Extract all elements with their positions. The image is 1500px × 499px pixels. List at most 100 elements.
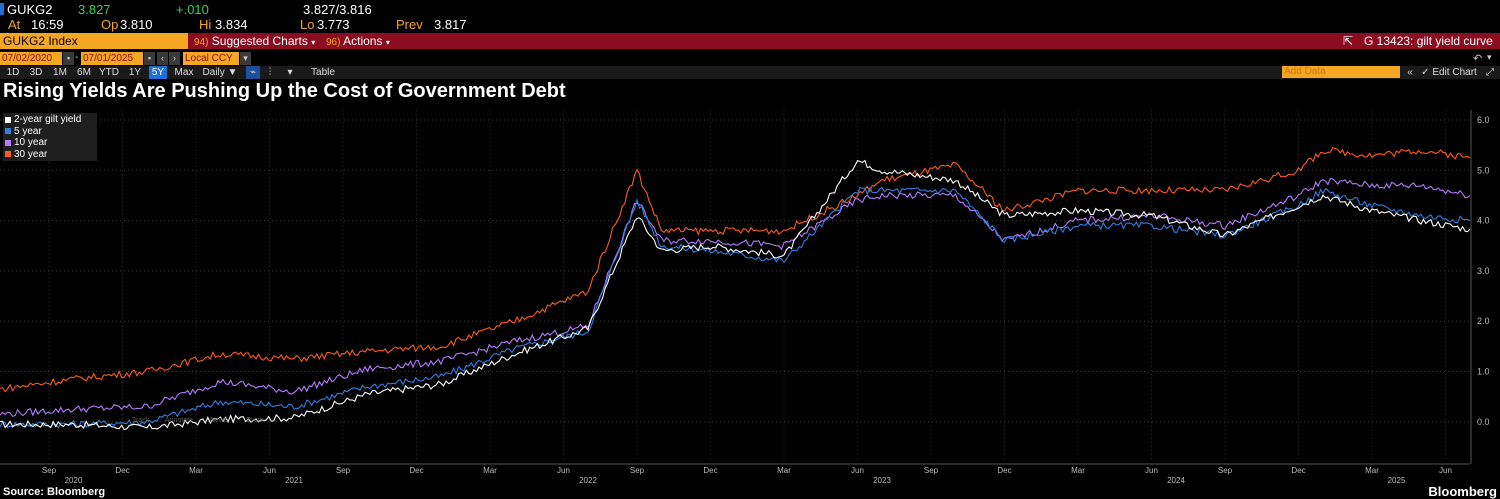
- period-ytd[interactable]: YTD: [99, 67, 119, 78]
- x-month-label: Sep: [1218, 466, 1233, 475]
- x-month-label: Dec: [1291, 466, 1305, 475]
- chart-legend: 2-year gilt yield 5 year 10 year 30 year: [3, 113, 97, 161]
- frequency-label: Daily: [202, 67, 225, 78]
- high-label: Hi: [199, 17, 212, 32]
- x-month-label: Jun: [1439, 466, 1452, 475]
- x-month-label: Mar: [777, 466, 791, 475]
- source-note: Source: Bloomberg: [3, 486, 106, 498]
- undo-icon[interactable]: ↶: [1473, 53, 1483, 65]
- y-tick-label: 6.0: [1477, 115, 1490, 125]
- legend-label: 10 year: [14, 137, 48, 148]
- x-month-label: Jun: [263, 466, 276, 475]
- chevron-down-icon[interactable]: ▾: [240, 52, 251, 65]
- line-chart-icon[interactable]: ⌁: [246, 66, 260, 79]
- chart-tool-track[interactable]: Track: [132, 417, 150, 424]
- period-1y[interactable]: 1Y: [128, 67, 142, 78]
- bar-chart-icon[interactable]: ⫶: [268, 67, 272, 78]
- x-month-label: Sep: [336, 466, 351, 475]
- x-year-label: 2022: [579, 476, 597, 485]
- period-1m[interactable]: 1M: [53, 67, 67, 78]
- ticker-last: 3.827: [78, 2, 111, 17]
- legend-item[interactable]: 2-year gilt yield: [5, 114, 95, 126]
- period-row: [0, 66, 1500, 79]
- brand-logo: Bloomberg: [1428, 484, 1497, 499]
- expand-icon[interactable]: ⤢: [1486, 67, 1494, 78]
- chart-title: Rising Yields Are Pushing Up the Cost of…: [3, 80, 566, 102]
- ticker-change: +.010: [176, 2, 209, 17]
- chart-tool-news[interactable]: News: [210, 417, 228, 424]
- chart-tool-zoom[interactable]: Zoom: [246, 417, 264, 424]
- date-separator: -: [75, 52, 79, 63]
- chart-tool-annotate[interactable]: Annotate: [165, 417, 193, 424]
- low-value: 3.773: [317, 17, 350, 32]
- legend-label: 2-year gilt yield: [14, 114, 82, 125]
- x-month-label: Mar: [1365, 466, 1379, 475]
- actions-num: 96): [326, 37, 341, 48]
- period-1d[interactable]: 1D: [6, 67, 20, 78]
- legend-swatch: [5, 128, 11, 135]
- suggested-label: Suggested Charts: [211, 34, 308, 48]
- x-year-label: 2021: [285, 476, 303, 485]
- x-year-label: 2020: [65, 476, 83, 485]
- chevron-down-icon: ▾: [311, 38, 316, 47]
- legend-item[interactable]: 10 year: [5, 137, 95, 149]
- legend-label: 5 year: [14, 125, 42, 137]
- collapse-icon[interactable]: «: [1407, 67, 1413, 78]
- add-data-input[interactable]: Add Data: [1282, 66, 1400, 78]
- open-value: 3.810: [120, 17, 153, 32]
- ticker-symbol: GUKG2: [7, 2, 53, 17]
- settings-dropdown-icon[interactable]: ▾: [1487, 52, 1492, 62]
- legend-item[interactable]: 5 year: [5, 126, 95, 138]
- x-month-label: Dec: [115, 466, 129, 475]
- edit-chart-label: Edit Chart: [1432, 67, 1477, 78]
- legend-swatch: [5, 151, 11, 158]
- x-month-label: Dec: [409, 466, 423, 475]
- period-3d[interactable]: 3D: [29, 67, 43, 78]
- low-label: Lo: [300, 17, 315, 32]
- suggested-num: 94): [194, 37, 209, 48]
- x-month-label: Jun: [557, 466, 570, 475]
- toolbar: [0, 33, 1500, 49]
- prev-range-icon[interactable]: ‹: [157, 52, 168, 65]
- chevron-down-icon: ▾: [385, 38, 390, 47]
- table-button[interactable]: Table: [311, 67, 335, 78]
- x-month-label: Jun: [1145, 466, 1158, 475]
- frequency-select[interactable]: Daily ▼: [202, 67, 238, 78]
- period-6m[interactable]: 6M: [77, 67, 91, 78]
- end-date-field[interactable]: 07/01/2025: [81, 52, 143, 65]
- legend-swatch: [5, 139, 11, 146]
- x-month-label: Mar: [483, 466, 497, 475]
- legend-swatch: [5, 116, 11, 123]
- calendar-icon[interactable]: ▪: [63, 52, 74, 65]
- prev-label: Prev: [396, 17, 423, 32]
- start-date-field[interactable]: 07/02/2020: [0, 52, 62, 65]
- chevron-down-icon[interactable]: ▾: [287, 67, 293, 78]
- period-max[interactable]: Max: [174, 67, 194, 78]
- time-label: At: [8, 17, 21, 32]
- x-month-label: Jun: [851, 466, 864, 475]
- series-line-2: [0, 186, 1471, 429]
- currency-select[interactable]: Local CCY: [183, 52, 239, 65]
- y-tick-label: 4.0: [1477, 216, 1490, 226]
- series-line-3: [0, 177, 1471, 418]
- legend-item[interactable]: 30 year: [5, 149, 95, 161]
- x-month-label: Dec: [997, 466, 1011, 475]
- edit-chart-button[interactable]: ✓ Edit Chart: [1420, 66, 1478, 79]
- series-line-1: [0, 159, 1471, 431]
- x-year-label: 2024: [1167, 476, 1185, 485]
- actions-menu[interactable]: 96) Actions ▾: [326, 33, 390, 49]
- suggested-charts-menu[interactable]: 94) Suggested Charts ▾: [194, 33, 315, 49]
- legend-label: 30 year: [14, 148, 48, 160]
- calendar-icon[interactable]: ▪: [144, 52, 155, 65]
- chart-link[interactable]: G 13423: gilt yield curve: [1364, 34, 1493, 48]
- open-external-icon[interactable]: ⇱: [1343, 34, 1354, 48]
- prev-value: 3.817: [434, 17, 467, 32]
- y-tick-label: 5.0: [1477, 165, 1490, 175]
- x-month-label: Mar: [189, 466, 203, 475]
- next-range-icon[interactable]: ›: [169, 52, 180, 65]
- period-5y[interactable]: 5Y: [149, 66, 167, 79]
- x-year-label: 2023: [873, 476, 891, 485]
- index-field[interactable]: GUKG2 Index: [0, 33, 188, 49]
- ticker-bid-ask: 3.827/3.816: [303, 2, 372, 17]
